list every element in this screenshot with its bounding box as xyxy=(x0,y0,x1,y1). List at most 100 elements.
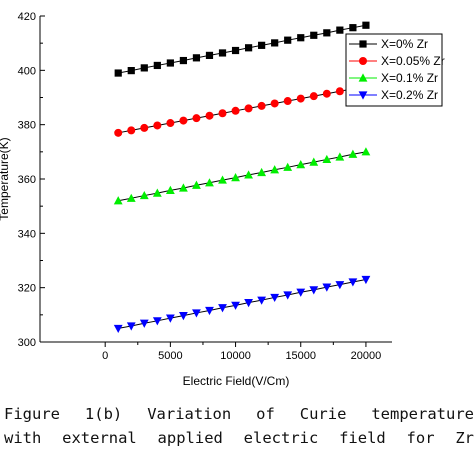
legend-marker xyxy=(359,57,367,65)
legend: X=0% Zr X=0.05% Zr X=0.1% Zr X=0.2% Zr xyxy=(345,33,445,107)
data-point xyxy=(179,312,188,321)
data-point xyxy=(218,109,227,118)
data-point xyxy=(179,183,188,192)
data-point xyxy=(310,31,318,39)
data-point xyxy=(179,116,188,125)
legend-entry: X=0.1% Zr xyxy=(381,71,438,85)
data-point xyxy=(140,123,149,132)
data-point xyxy=(309,92,318,101)
legend-entry: X=0% Zr xyxy=(381,37,428,51)
y-tick-label: 320 xyxy=(18,283,36,295)
data-point xyxy=(192,309,201,318)
data-point xyxy=(153,121,162,130)
legend-marker xyxy=(358,73,368,82)
data-point xyxy=(244,299,253,308)
data-point xyxy=(309,157,319,166)
data-point xyxy=(126,322,136,331)
data-point xyxy=(283,291,293,300)
data-point xyxy=(205,178,214,187)
data-point xyxy=(218,49,227,57)
data-point xyxy=(258,41,266,49)
data-point xyxy=(361,147,371,156)
data-point xyxy=(127,126,136,135)
series-2 xyxy=(113,147,371,205)
data-point xyxy=(113,196,123,205)
data-point xyxy=(270,99,279,108)
data-point xyxy=(231,301,240,310)
caption-line-1: Figure 1(b) Variation of Curie temperatu… xyxy=(4,405,474,423)
data-point xyxy=(296,94,305,103)
data-point xyxy=(192,114,201,123)
data-point xyxy=(323,29,331,37)
series-1 xyxy=(114,82,370,137)
data-point xyxy=(348,149,358,158)
data-point xyxy=(284,36,292,44)
data-point xyxy=(257,296,267,305)
data-point xyxy=(335,87,344,96)
data-point xyxy=(322,154,332,164)
data-point xyxy=(244,170,253,179)
data-point xyxy=(336,26,344,34)
data-point xyxy=(348,278,358,287)
data-point xyxy=(257,101,266,110)
figure-caption: Figure 1(b) Variation of Curie temperatu… xyxy=(4,402,474,450)
y-axis-label: Temperature(K) xyxy=(0,137,11,220)
x-tick-label: 15000 xyxy=(285,350,316,362)
y-tick-label: 340 xyxy=(18,228,36,240)
data-point xyxy=(205,111,214,120)
data-point xyxy=(114,69,122,77)
data-point xyxy=(349,24,357,32)
x-tick-label: 5000 xyxy=(158,350,182,362)
data-point xyxy=(271,39,279,47)
data-point xyxy=(205,51,214,59)
data-point xyxy=(257,167,267,177)
data-point xyxy=(283,162,293,171)
y-tick-label: 400 xyxy=(18,65,36,77)
data-point xyxy=(297,34,305,42)
data-point xyxy=(192,180,201,189)
legend-marker xyxy=(359,40,367,48)
data-point xyxy=(166,59,174,67)
data-point xyxy=(127,67,135,75)
series-0 xyxy=(114,21,370,77)
data-point xyxy=(244,44,253,52)
data-point xyxy=(218,304,227,313)
x-tick-label: 10000 xyxy=(220,350,251,362)
data-point xyxy=(244,104,253,113)
y-tick-label: 380 xyxy=(18,120,36,132)
data-point xyxy=(335,152,345,161)
data-point xyxy=(153,61,161,70)
chart: 300 320 340 360 380 400 420 0 5000 10000 15000 2000… xyxy=(0,11,445,388)
y-tick-label: 360 xyxy=(18,174,36,186)
data-point xyxy=(114,128,123,137)
series-3 xyxy=(113,275,371,334)
data-point xyxy=(362,21,370,29)
y-tick-label: 420 xyxy=(18,11,36,23)
data-point xyxy=(270,293,280,303)
data-point xyxy=(283,97,292,106)
x-tick-label: 20000 xyxy=(351,350,382,362)
data-point xyxy=(322,89,331,98)
data-point xyxy=(152,317,162,326)
data-point xyxy=(231,106,240,115)
data-point xyxy=(309,286,319,295)
data-point xyxy=(126,193,136,202)
data-point xyxy=(139,190,149,200)
data-point xyxy=(192,54,201,62)
data-point xyxy=(335,281,345,290)
data-point xyxy=(361,275,371,285)
data-point xyxy=(270,165,280,174)
data-point xyxy=(166,119,175,128)
data-point xyxy=(113,324,123,334)
data-point xyxy=(179,56,188,65)
x-tick-label: 0 xyxy=(102,350,108,362)
legend-marker xyxy=(358,91,368,100)
y-tick-label: 300 xyxy=(18,337,36,349)
data-point xyxy=(231,46,240,55)
data-point xyxy=(139,319,149,328)
legend-entry: X=0.05% Zr xyxy=(381,54,445,68)
data-point xyxy=(322,283,332,292)
data-point xyxy=(296,160,306,169)
data-point xyxy=(296,288,306,297)
data-point xyxy=(205,306,214,316)
